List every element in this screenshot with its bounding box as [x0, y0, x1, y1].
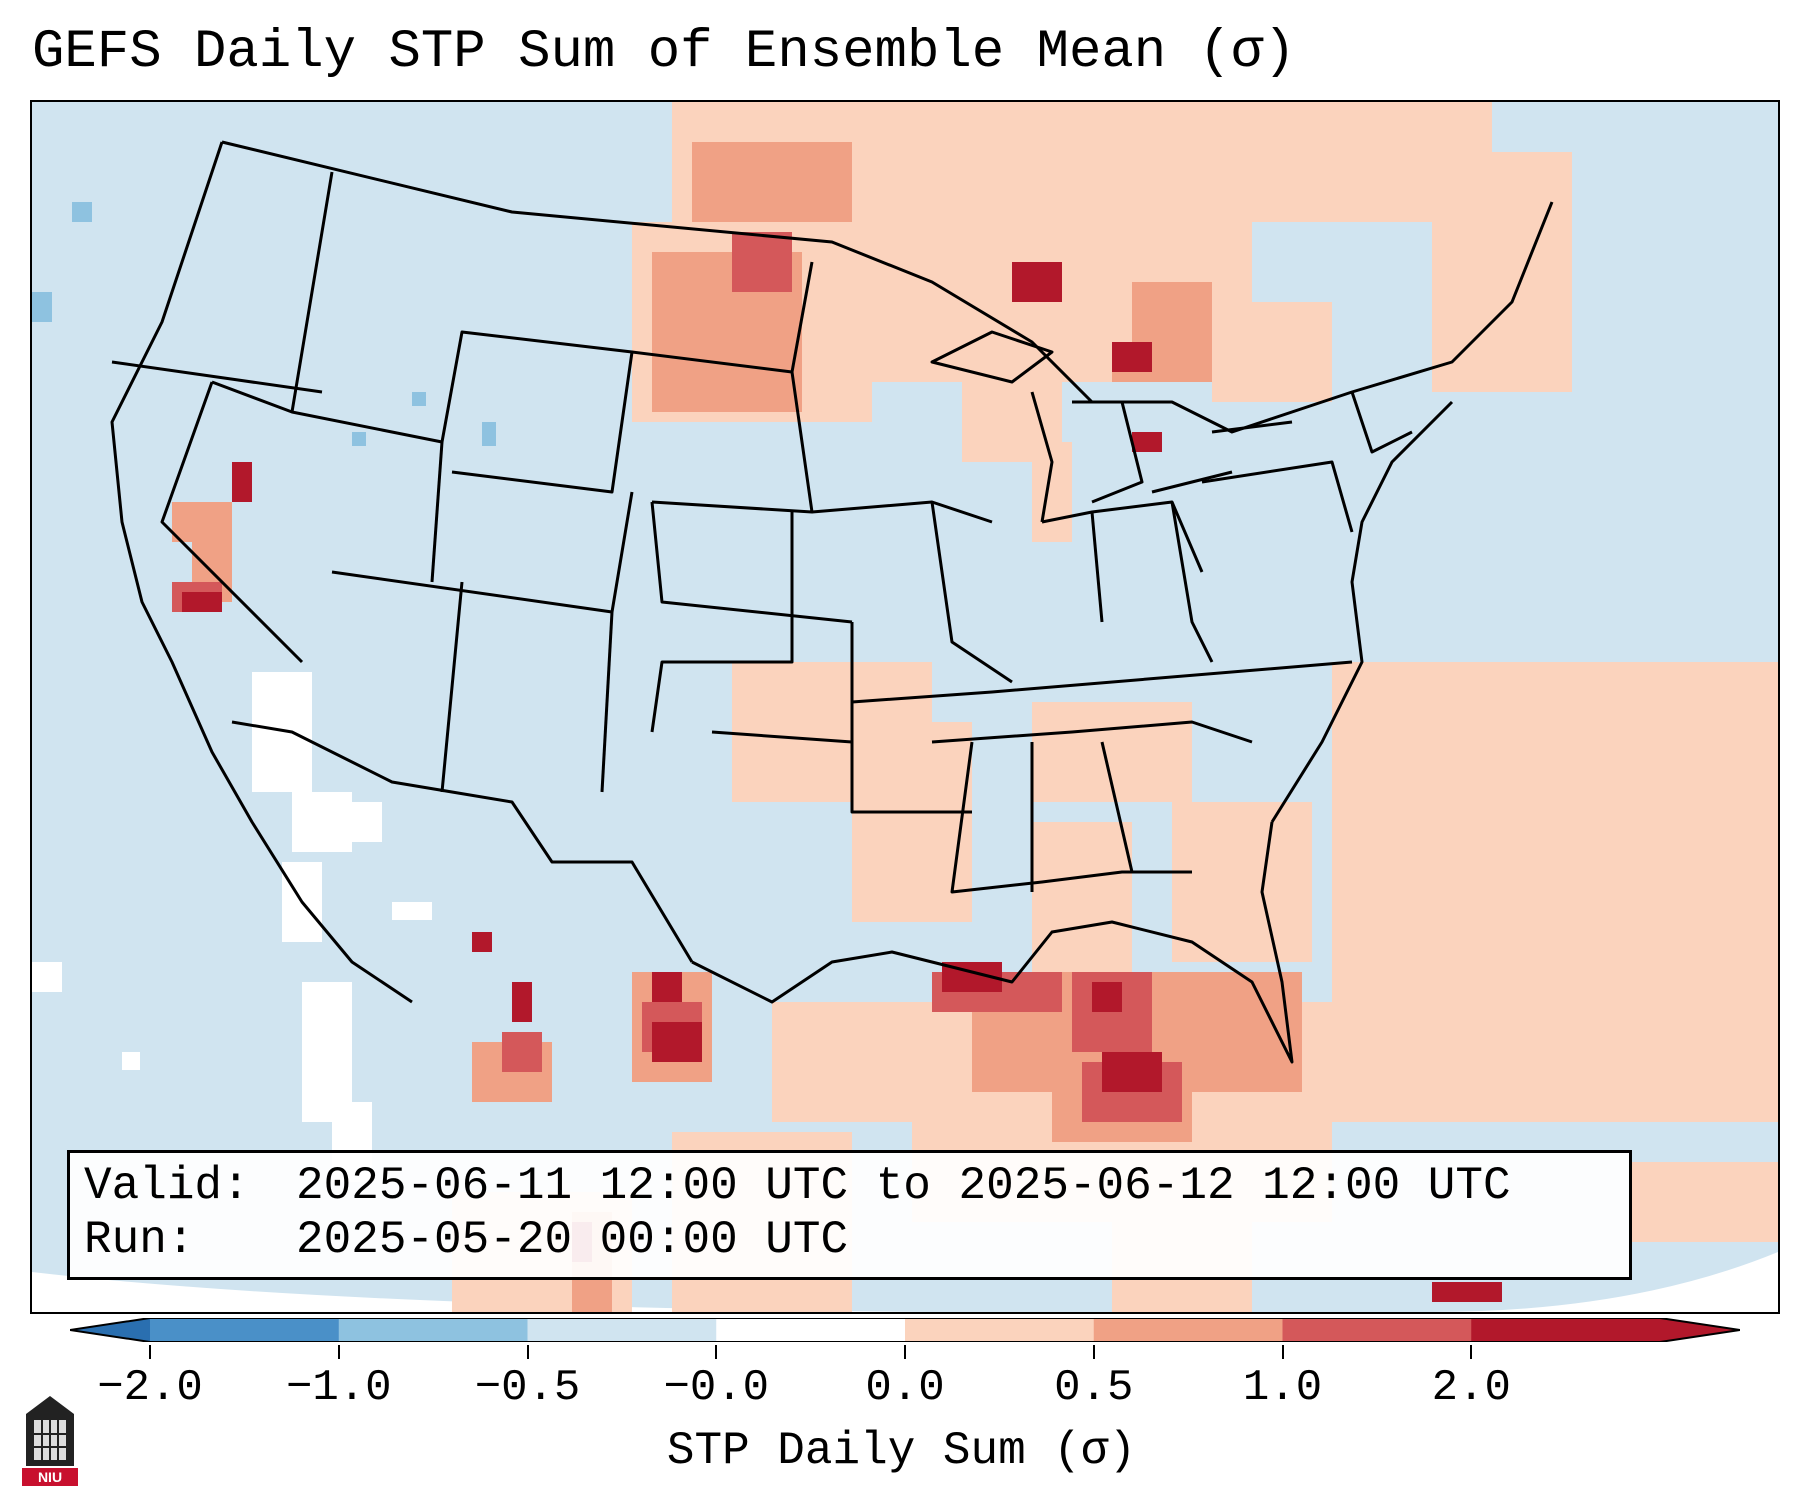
map-title: GEFS Daily STP Sum of Ensemble Mean (σ): [32, 22, 1296, 83]
colorbar-bin: [716, 1318, 906, 1342]
logo-text: NIU: [38, 1469, 62, 1485]
colorbar: [70, 1318, 1740, 1342]
colorbar-tick-label: −2.0: [97, 1363, 203, 1413]
valid-line: Valid: 2025-06-11 12:00 UTC to 2025-06-1…: [84, 1159, 1615, 1213]
colorbar-tick: [1281, 1345, 1284, 1359]
colorbar-tick: [526, 1345, 529, 1359]
colorbar-tick-label: 2.0: [1431, 1363, 1511, 1413]
run-label: Run:: [84, 1214, 195, 1266]
valid-value: 2025-06-11 12:00 UTC to 2025-06-12 12:00…: [296, 1160, 1511, 1212]
colorbar-bin: [338, 1318, 528, 1342]
colorbar-tick: [1470, 1345, 1473, 1359]
colorbar-bin: [1282, 1318, 1472, 1342]
colorbar-tick: [715, 1345, 718, 1359]
colorbar-tick: [1092, 1345, 1095, 1359]
colorbar-tick-label: −0.5: [474, 1363, 581, 1413]
colorbar-tick: [904, 1345, 906, 1359]
colorbar-bin: [1093, 1318, 1283, 1342]
map-panel[interactable]: [30, 100, 1780, 1314]
colorbar-bin: [1471, 1318, 1661, 1342]
political-boundaries: [110, 140, 1554, 1064]
niu-logo: NIU: [22, 1396, 78, 1486]
valid-label: Valid:: [84, 1160, 250, 1212]
anomaly-negative: [32, 202, 496, 446]
colorbar-bin: [527, 1318, 717, 1342]
colorbar-tick-label: 0.5: [1054, 1363, 1134, 1413]
colorbar-tick-label: 1.0: [1242, 1363, 1323, 1413]
run-value: 2025-05-20 00:00 UTC: [296, 1214, 849, 1266]
map-canvas: [32, 102, 1778, 1312]
colorbar-extend-min: [70, 1318, 150, 1342]
run-line: Run: 2025-05-20 00:00 UTC: [84, 1213, 1615, 1267]
colorbar-tick-label: 0.0: [865, 1363, 945, 1413]
colorbar-label: STP Daily Sum (σ): [666, 1425, 1137, 1477]
valid-run-box: Valid: 2025-06-11 12:00 UTC to 2025-06-1…: [67, 1150, 1632, 1280]
colorbar-tick: [149, 1345, 151, 1359]
colorbar-ticks: −2.0 −1.0 −0.5 −0.0 0.0 0.5 1.0 2.0: [0, 1345, 1803, 1413]
colorbar-bin: [150, 1318, 340, 1342]
colorbar-bin: [905, 1318, 1095, 1342]
colorbar-tick-label: −0.0: [663, 1363, 770, 1413]
colorbar-tick-label: −1.0: [285, 1363, 392, 1413]
colorbar-extend-max: [1660, 1318, 1740, 1342]
colorbar-tick: [337, 1345, 340, 1359]
projection-edge: [32, 1272, 932, 1312]
